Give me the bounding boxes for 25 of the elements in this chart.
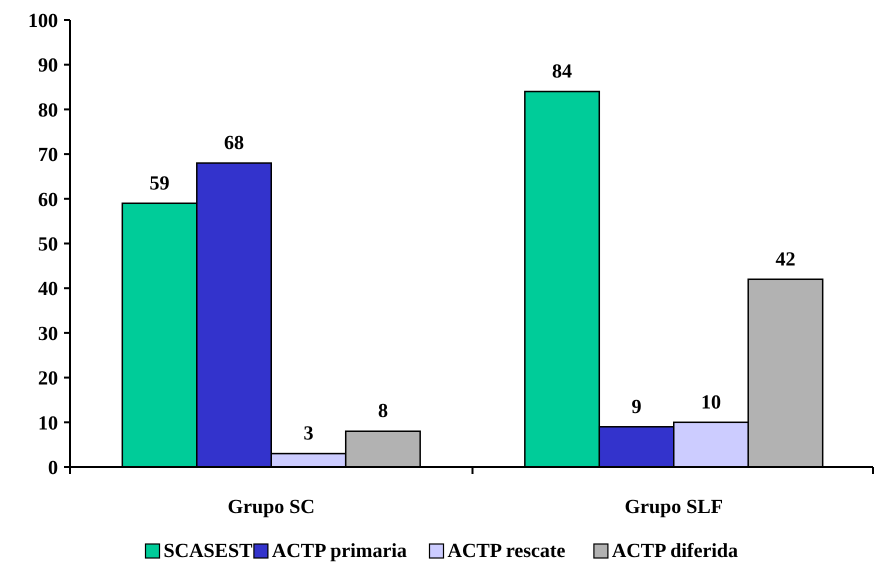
data-label: 8 [378, 400, 388, 422]
y-tick-label: 100 [28, 10, 58, 32]
x-tick-label: Grupo SC [228, 496, 315, 518]
y-tick-label: 30 [38, 322, 58, 345]
y-tick-label: 70 [38, 144, 58, 166]
legend-label: ACTP diferida [612, 540, 738, 562]
data-label: 42 [775, 248, 796, 270]
data-label: 59 [150, 172, 170, 194]
y-tick-label: 50 [38, 234, 58, 256]
data-label: 3 [303, 422, 314, 445]
y-tick-label: 80 [38, 99, 58, 122]
y-tick-label: 10 [38, 412, 58, 434]
legend-label: ACTP rescate [448, 540, 566, 562]
x-tick-label: Grupo SLF [624, 496, 723, 518]
y-tick-label: 0 [48, 457, 58, 479]
legend-label: ACTP primaria [272, 540, 407, 562]
data-label: 68 [224, 132, 244, 154]
legend-label: SCASEST [164, 540, 254, 562]
y-tick-label: 90 [38, 54, 58, 77]
data-label: 10 [700, 391, 721, 414]
data-label: 84 [552, 60, 572, 83]
y-tick-label: 40 [38, 278, 58, 300]
y-tick-label: 20 [38, 368, 58, 390]
y-tick-label: 60 [38, 188, 58, 211]
data-label: 9 [632, 396, 642, 418]
